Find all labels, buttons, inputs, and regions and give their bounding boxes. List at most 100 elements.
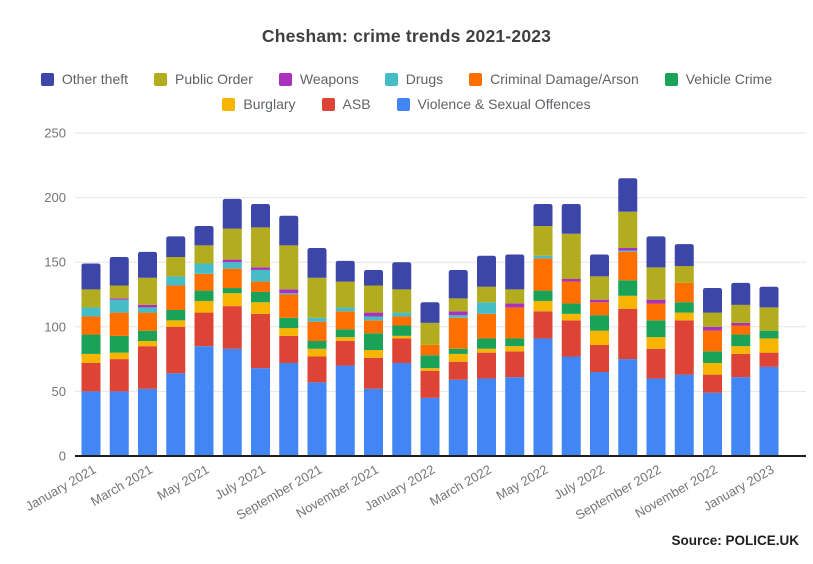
segment-other-theft[interactable] bbox=[109, 257, 129, 286]
segment-weapons[interactable] bbox=[251, 267, 270, 270]
segment-criminal-damage-arson[interactable] bbox=[703, 330, 722, 352]
segment-other-theft[interactable] bbox=[674, 244, 694, 267]
segment-weapons[interactable] bbox=[505, 303, 525, 308]
bar-april-2022[interactable] bbox=[505, 254, 525, 456]
segment-other-theft[interactable] bbox=[81, 263, 101, 290]
segment-criminal-damage-arson[interactable] bbox=[251, 281, 270, 292]
segment-weapons[interactable] bbox=[222, 259, 242, 263]
segment-drugs[interactable] bbox=[364, 316, 383, 321]
segment-drugs[interactable] bbox=[138, 307, 157, 313]
segment-asb[interactable] bbox=[251, 313, 270, 369]
segment-public-order[interactable] bbox=[674, 266, 694, 283]
segment-drugs[interactable] bbox=[335, 307, 355, 312]
segment-public-order[interactable] bbox=[109, 285, 129, 299]
segment-asb[interactable] bbox=[674, 320, 694, 375]
segment-violence-sexual-offences[interactable] bbox=[279, 362, 299, 456]
segment-vehicle-crime[interactable] bbox=[279, 317, 299, 329]
segment-asb[interactable] bbox=[646, 348, 666, 379]
legend-item-burglary[interactable]: Burglary bbox=[222, 96, 296, 112]
segment-public-order[interactable] bbox=[703, 312, 722, 327]
segment-asb[interactable] bbox=[194, 312, 214, 347]
segment-other-theft[interactable] bbox=[279, 215, 299, 246]
segment-violence-sexual-offences[interactable] bbox=[477, 378, 496, 456]
segment-public-order[interactable] bbox=[505, 289, 525, 304]
segment-asb[interactable] bbox=[335, 341, 355, 366]
segment-other-theft[interactable] bbox=[533, 204, 553, 227]
segment-public-order[interactable] bbox=[194, 245, 214, 264]
segment-public-order[interactable] bbox=[477, 286, 496, 303]
segment-asb[interactable] bbox=[759, 352, 779, 367]
segment-burglary[interactable] bbox=[335, 337, 355, 342]
segment-other-theft[interactable] bbox=[759, 286, 779, 308]
segment-public-order[interactable] bbox=[364, 285, 383, 313]
segment-asb[interactable] bbox=[420, 370, 440, 398]
segment-drugs[interactable] bbox=[109, 299, 129, 313]
bar-march-2021[interactable] bbox=[138, 251, 157, 456]
segment-criminal-damage-arson[interactable] bbox=[448, 317, 468, 349]
segment-public-order[interactable] bbox=[448, 298, 468, 312]
segment-violence-sexual-offences[interactable] bbox=[81, 391, 101, 456]
segment-drugs[interactable] bbox=[618, 250, 638, 252]
segment-public-order[interactable] bbox=[618, 211, 638, 248]
segment-criminal-damage-arson[interactable] bbox=[420, 344, 440, 356]
segment-drugs[interactable] bbox=[448, 315, 468, 318]
bar-january-2022[interactable] bbox=[420, 302, 440, 456]
segment-burglary[interactable] bbox=[448, 353, 468, 362]
segment-violence-sexual-offences[interactable] bbox=[420, 397, 440, 456]
segment-violence-sexual-offences[interactable] bbox=[731, 377, 751, 456]
segment-violence-sexual-offences[interactable] bbox=[505, 377, 525, 456]
bar-april-2021[interactable] bbox=[166, 236, 186, 456]
segment-burglary[interactable] bbox=[731, 346, 751, 354]
segment-vehicle-crime[interactable] bbox=[731, 334, 751, 347]
segment-violence-sexual-offences[interactable] bbox=[759, 366, 779, 456]
segment-other-theft[interactable] bbox=[477, 255, 496, 287]
bar-june-2021[interactable] bbox=[222, 198, 242, 456]
segment-burglary[interactable] bbox=[392, 335, 412, 339]
segment-drugs[interactable] bbox=[392, 312, 412, 317]
legend-item-criminal-damage-arson[interactable]: Criminal Damage/Arson bbox=[469, 71, 639, 87]
segment-drugs[interactable] bbox=[251, 269, 270, 282]
segment-criminal-damage-arson[interactable] bbox=[81, 316, 101, 335]
segment-criminal-damage-arson[interactable] bbox=[166, 285, 186, 311]
segment-violence-sexual-offences[interactable] bbox=[448, 379, 468, 456]
segment-criminal-damage-arson[interactable] bbox=[674, 282, 694, 303]
segment-other-theft[interactable] bbox=[222, 198, 242, 229]
segment-drugs[interactable] bbox=[81, 307, 101, 317]
segment-asb[interactable] bbox=[81, 362, 101, 392]
legend-item-asb[interactable]: ASB bbox=[321, 96, 371, 112]
bar-march-2022[interactable] bbox=[477, 255, 496, 456]
segment-violence-sexual-offences[interactable] bbox=[646, 378, 666, 456]
segment-other-theft[interactable] bbox=[448, 269, 468, 299]
segment-public-order[interactable] bbox=[533, 226, 553, 256]
segment-burglary[interactable] bbox=[279, 328, 299, 336]
segment-violence-sexual-offences[interactable] bbox=[392, 362, 412, 456]
segment-other-theft[interactable] bbox=[194, 226, 214, 246]
segment-public-order[interactable] bbox=[759, 307, 779, 331]
segment-criminal-damage-arson[interactable] bbox=[194, 273, 214, 291]
segment-other-theft[interactable] bbox=[166, 236, 186, 258]
bar-february-2021[interactable] bbox=[109, 257, 129, 456]
segment-other-theft[interactable] bbox=[731, 282, 751, 305]
segment-other-theft[interactable] bbox=[364, 269, 383, 286]
segment-weapons[interactable] bbox=[731, 322, 751, 326]
segment-asb[interactable] bbox=[166, 326, 186, 374]
segment-burglary[interactable] bbox=[109, 352, 129, 360]
segment-other-theft[interactable] bbox=[590, 254, 609, 277]
segment-asb[interactable] bbox=[731, 353, 751, 378]
segment-asb[interactable] bbox=[392, 338, 412, 363]
segment-burglary[interactable] bbox=[222, 293, 242, 307]
segment-public-order[interactable] bbox=[561, 233, 581, 279]
segment-asb[interactable] bbox=[109, 359, 129, 392]
segment-vehicle-crime[interactable] bbox=[561, 303, 581, 314]
segment-vehicle-crime[interactable] bbox=[674, 302, 694, 313]
segment-burglary[interactable] bbox=[646, 337, 666, 349]
segment-burglary[interactable] bbox=[590, 330, 609, 345]
segment-drugs[interactable] bbox=[477, 302, 496, 314]
segment-violence-sexual-offences[interactable] bbox=[222, 348, 242, 456]
segment-burglary[interactable] bbox=[307, 348, 327, 357]
segment-drugs[interactable] bbox=[222, 262, 242, 269]
segment-asb[interactable] bbox=[561, 320, 581, 357]
legend-item-violence-sexual-offences[interactable]: Violence & Sexual Offences bbox=[396, 96, 591, 112]
segment-violence-sexual-offences[interactable] bbox=[618, 359, 638, 456]
segment-weapons[interactable] bbox=[590, 299, 609, 303]
